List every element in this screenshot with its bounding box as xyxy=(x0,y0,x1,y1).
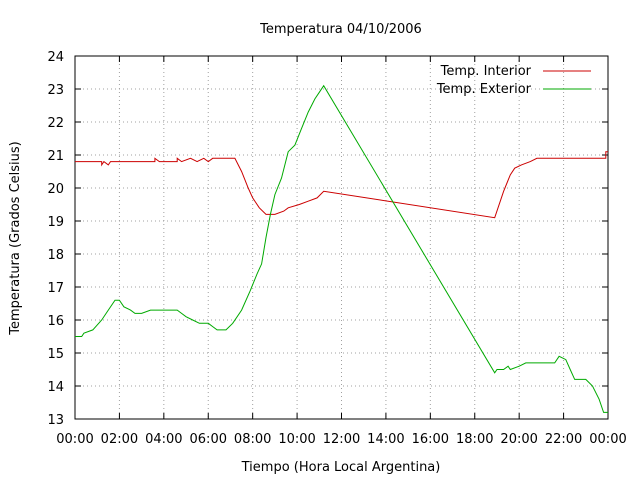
x-tick-label: 08:00 xyxy=(234,432,271,447)
x-tick-label: 14:00 xyxy=(367,432,404,447)
chart-title: Temperatura 04/10/2006 xyxy=(259,22,422,37)
series-line-exterior xyxy=(75,84,608,413)
y-tick-label: 21 xyxy=(47,149,64,164)
y-tick-label: 15 xyxy=(47,347,64,362)
x-tick-label: 04:00 xyxy=(145,432,182,447)
y-tick-label: 24 xyxy=(47,50,64,65)
y-tick-label: 17 xyxy=(47,281,64,296)
x-tick-label: 12:00 xyxy=(323,432,360,447)
x-tick-label: 16:00 xyxy=(412,432,449,447)
series-layer xyxy=(75,84,608,413)
x-tick-label: 02:00 xyxy=(101,432,138,447)
x-tick-label: 00:00 xyxy=(56,432,93,447)
series-line-interior xyxy=(75,151,608,219)
y-tick-label: 19 xyxy=(47,215,64,230)
y-tick-label: 13 xyxy=(47,413,64,428)
legend: Temp. Interior Temp. Exterior xyxy=(436,64,591,97)
x-tick-label: 18:00 xyxy=(456,432,493,447)
y-tick-label: 20 xyxy=(47,182,64,197)
grid xyxy=(75,56,608,419)
x-tick-label: 10:00 xyxy=(278,432,315,447)
legend-label: Temp. Interior xyxy=(440,64,532,79)
y-tick-label: 16 xyxy=(47,314,64,329)
y-tick-label: 22 xyxy=(47,116,64,131)
y-tick-label: 18 xyxy=(47,248,64,263)
ticks: 00:00 02:00 04:00 06:00 08:00 10:00 12:00 14:00… xyxy=(47,50,626,447)
y-axis-label: Temperatura (Grados Celsius) xyxy=(8,141,23,335)
y-tick-label: 23 xyxy=(47,83,64,98)
x-tick-label: 20:00 xyxy=(500,432,537,447)
y-tick-label: 14 xyxy=(47,380,64,395)
x-axis-label: Tiempo (Hora Local Argentina) xyxy=(241,460,441,475)
legend-label: Temp. Exterior xyxy=(436,82,532,97)
x-tick-label: 22:00 xyxy=(545,432,582,447)
x-tick-label: 00:00 xyxy=(589,432,626,447)
x-tick-label: 06:00 xyxy=(190,432,227,447)
